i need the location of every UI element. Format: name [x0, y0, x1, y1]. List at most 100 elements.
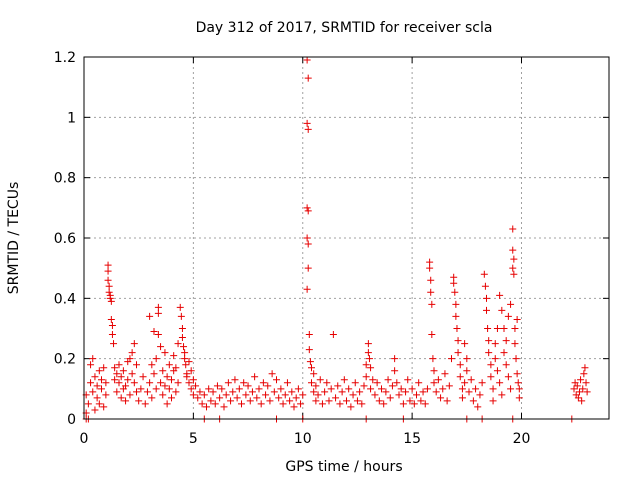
data-point: [388, 382, 396, 390]
data-point: [404, 376, 412, 384]
data-point: [514, 379, 522, 387]
data-point: [356, 388, 364, 396]
data-point: [189, 391, 197, 399]
data-point: [578, 397, 586, 405]
data-point: [192, 382, 200, 390]
data-point: [456, 373, 464, 381]
data-point: [194, 394, 202, 402]
data-point: [304, 240, 312, 248]
data-point: [303, 285, 311, 293]
data-point: [314, 391, 322, 399]
data-point: [445, 382, 453, 390]
data-point: [154, 331, 162, 339]
data-point: [500, 349, 508, 357]
data-point: [292, 394, 300, 402]
data-point: [480, 270, 488, 278]
data-point: [574, 394, 582, 402]
data-point: [308, 364, 315, 372]
data-point: [133, 388, 140, 396]
data-point: [93, 382, 101, 390]
data-point: [87, 361, 95, 369]
data-point: [165, 385, 173, 393]
data-point: [489, 397, 497, 405]
data-point: [196, 388, 204, 396]
data-point: [270, 388, 278, 396]
data-point: [502, 337, 510, 345]
data-point: [413, 391, 420, 399]
data-point: [233, 394, 241, 402]
data-point: [429, 355, 437, 363]
data-point: [222, 391, 230, 399]
data-point: [579, 385, 587, 393]
data-point: [216, 394, 224, 402]
data-point: [117, 394, 125, 402]
data-point: [89, 388, 97, 396]
data-point: [485, 337, 493, 345]
data-point: [453, 325, 461, 332]
data-point: [478, 379, 486, 387]
y-tick-label: 0.6: [54, 231, 76, 247]
data-point: [513, 315, 521, 323]
data-point: [573, 382, 581, 390]
data-point: [181, 355, 189, 363]
data-point: [303, 119, 311, 127]
data-point: [423, 385, 431, 393]
data-point: [397, 385, 405, 393]
data-point: [203, 403, 210, 411]
data-point: [178, 334, 186, 342]
data-point: [489, 385, 497, 393]
data-point: [582, 379, 590, 387]
data-point: [211, 400, 219, 408]
data-point: [259, 379, 267, 387]
data-point: [583, 388, 591, 396]
data-point: [421, 400, 429, 408]
data-point: [187, 385, 195, 393]
data-point: [189, 376, 197, 384]
data-point: [365, 355, 373, 363]
data-point: [507, 385, 515, 393]
data-point: [297, 400, 305, 408]
data-point: [304, 264, 312, 272]
data-point: [312, 382, 320, 390]
data-point: [246, 397, 254, 405]
data-point: [183, 373, 191, 381]
data-point: [304, 125, 312, 133]
data-point: [303, 204, 311, 212]
data-point: [108, 331, 116, 339]
data-point: [98, 385, 105, 393]
data-point: [128, 349, 136, 357]
data-point: [454, 349, 462, 357]
data-point: [399, 400, 407, 408]
data-point: [332, 394, 340, 402]
y-tick-label: 0.2: [54, 352, 76, 368]
x-tick-label: 5: [189, 431, 198, 447]
data-point: [95, 400, 103, 408]
data-point: [373, 379, 381, 387]
data-point: [105, 288, 113, 296]
data-point: [187, 367, 195, 375]
data-point: [303, 56, 311, 64]
data-point: [229, 388, 237, 396]
plot-frame: [83, 56, 610, 420]
data-point: [347, 403, 355, 411]
data-point: [340, 376, 348, 384]
data-point: [430, 367, 438, 375]
data-point: [111, 376, 119, 384]
data-point: [159, 367, 167, 375]
data-point: [110, 340, 118, 348]
data-point: [437, 394, 445, 402]
data-point: [128, 370, 136, 378]
data-point: [496, 291, 504, 299]
data-point: [334, 382, 342, 390]
data-point: [443, 397, 451, 405]
data-point: [510, 270, 518, 278]
data-point: [512, 355, 520, 363]
data-point: [358, 400, 366, 408]
data-point: [481, 282, 489, 290]
data-point: [262, 391, 270, 399]
data-point: [391, 355, 399, 363]
data-point: [364, 340, 372, 348]
data-point: [469, 397, 477, 405]
data-point: [115, 361, 123, 369]
data-point: [157, 343, 165, 351]
